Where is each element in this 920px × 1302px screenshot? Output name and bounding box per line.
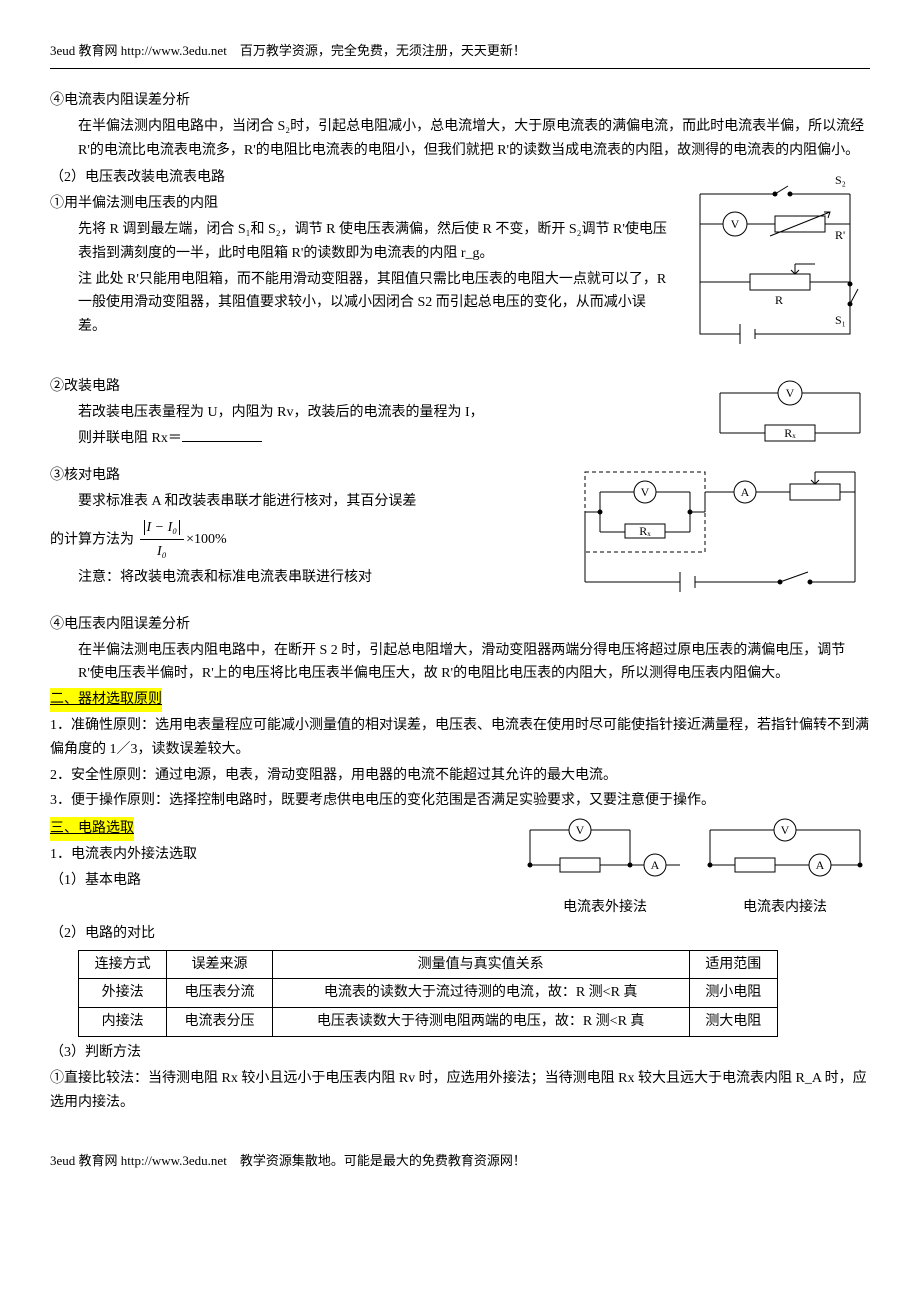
sec3-s1: 1．电流表内外接法选取	[50, 843, 510, 867]
label-Rx2: Rₓ	[639, 524, 651, 538]
td: 内接法	[79, 1008, 167, 1037]
diag1-label: 电流表外接法	[520, 896, 690, 920]
sec2-2-sub2-title: ②改装电路	[50, 375, 700, 399]
td: 电流表的读数大于流过待测的电流，故：R 测<R 真	[272, 979, 689, 1008]
td: 测大电阻	[689, 1008, 777, 1037]
formula-tail: ×100%	[186, 528, 227, 552]
sec2-2-sub1-p1: 先将 R 调到最左端，闭合 S₁和 S₂，调节 R 使电压表满偏，然后使 R 不…	[50, 218, 670, 266]
circuit-halfdeflection-voltmeter: V S₂ R' R S₁	[680, 164, 870, 373]
table-row: 外接法 电压表分流 电流表的读数大于流过待测的电流，故：R 测<R 真 测小电阻	[79, 979, 778, 1008]
diag2-label: 电流表内接法	[700, 896, 870, 920]
label-A3: A	[816, 858, 825, 872]
page-footer: 3eud 教育网 http://www.3edu.net 教学资源集散地。可能是…	[50, 1144, 870, 1178]
comparison-table: 连接方式 误差来源 测量值与真实值关系 适用范围 外接法 电压表分流 电流表的读…	[78, 950, 778, 1037]
sec2-2-sub1-title: ①用半偏法测电压表的内阻	[50, 192, 670, 216]
circuit-ammeter-external: V A 电流表外接法	[520, 815, 690, 920]
label-V: V	[731, 217, 740, 231]
sec3-s1-3: （3）判断方法	[50, 1041, 870, 1065]
th-0: 连接方式	[79, 950, 167, 979]
sec2-2-sub3-p2: 注意：将改装电流表和标准电流表串联进行核对	[50, 566, 560, 590]
label-A: A	[741, 485, 750, 499]
header-tagline: 百万教学资源，完全免费，无须注册，天天更新！	[240, 43, 526, 58]
footer-url: http://www.3edu.net	[121, 1153, 227, 1168]
footer-tagline: 教学资源集散地。可能是最大的免费教育资源网！	[240, 1153, 526, 1168]
sec3-s1-2: （2）电路的对比	[50, 922, 870, 946]
header-site: 3eud 教育网	[50, 43, 118, 58]
circuit-ammeter-internal: V A 电流表内接法	[700, 815, 870, 920]
circuit-parallel-rx: V Rₓ	[710, 373, 870, 462]
label-R: R	[775, 293, 783, 307]
td: 外接法	[79, 979, 167, 1008]
label-S2: S₂	[835, 173, 846, 187]
sec3-title-text: 三、电路选取	[50, 817, 134, 841]
label-V3: V	[641, 485, 650, 499]
sec2-2-sub2-p1: 若改装电压表量程为 U，内阻为 Rv，改装后的电流表的量程为 I，	[50, 401, 700, 425]
sec2-2-title: （2）电压表改装电流表电路	[50, 166, 670, 190]
sec2-2-sub4-p1: 在半偏法测电压表内阻电路中，在断开 S 2 时，引起总电阻增大，滑动变阻器两端分…	[50, 639, 870, 687]
rx-label: 则并联电阻 Rx＝	[78, 431, 182, 446]
sec3-s1-1: （1）基本电路	[50, 869, 510, 893]
label-A2: A	[651, 858, 660, 872]
footer-site: 3eud 教育网	[50, 1153, 118, 1168]
label-V4: V	[576, 823, 585, 837]
th-3: 适用范围	[689, 950, 777, 979]
section-4-body: 在半偏法测内阻电路中，当闭合 S₂时，引起总电阻减小，总电流增大，大于原电流表的…	[50, 115, 870, 163]
sec2-title-text: 二、器材选取原则	[50, 688, 162, 712]
sec2-2-sub3-formula: 的计算方法为 I − I₀ I₀ ×100%	[50, 516, 560, 565]
label-Rx: Rₓ	[784, 426, 796, 440]
sec2-p2: 2．安全性原则：通过电源，电表，滑动变阻器，用电器的电流不能超过其允许的最大电流…	[50, 764, 870, 788]
section-4-title: ④电流表内阻误差分析	[50, 89, 870, 113]
label-S1: S₁	[835, 313, 846, 327]
label-V2: V	[786, 386, 795, 400]
sec2-2-sub4-title: ④电压表内阻误差分析	[50, 613, 870, 637]
table-row: 内接法 电流表分压 电压表读数大于待测电阻两端的电压，故：R 测<R 真 测大电…	[79, 1008, 778, 1037]
td: 电压表读数大于待测电阻两端的电压，故：R 测<R 真	[272, 1008, 689, 1037]
td: 电流表分压	[167, 1008, 272, 1037]
sec2-2-sub2-p2: 则并联电阻 Rx＝	[50, 427, 700, 451]
table-header-row: 连接方式 误差来源 测量值与真实值关系 适用范围	[79, 950, 778, 979]
sec2-2-sub3-title: ③核对电路	[50, 464, 560, 488]
th-1: 误差来源	[167, 950, 272, 979]
formula-label: 的计算方法为	[50, 532, 134, 547]
blank-rx	[182, 427, 262, 442]
sec2-p3: 3．便于操作原则：选择控制电路时，既要考虑供电电压的变化范围是否满足实验要求，又…	[50, 789, 870, 813]
circuit-calibration: V Rₓ A	[570, 462, 870, 611]
page-header: 3eud 教育网 http://www.3edu.net 百万教学资源，完全免费…	[50, 40, 870, 69]
label-Rprime: R'	[835, 228, 845, 242]
label-V5: V	[781, 823, 790, 837]
sec2-title: 二、器材选取原则	[50, 688, 870, 712]
sec2-2-sub1-p2: 注 此处 R'只能用电阻箱，而不能用滑动变阻器，其阻值只需比电压表的电阻大一点就…	[50, 268, 670, 339]
sec2-p1: 1．准确性原则：选用电表量程应可能减小测量值的相对误差，电压表、电流表在使用时尽…	[50, 714, 870, 762]
td: 电压表分流	[167, 979, 272, 1008]
sec3-s1-3-p1: ①直接比较法：当待测电阻 Rx 较小且远小于电压表内阻 Rv 时，应选用外接法；…	[50, 1067, 870, 1115]
td: 测小电阻	[689, 979, 777, 1008]
sec3-title: 三、电路选取	[50, 817, 510, 841]
th-2: 测量值与真实值关系	[272, 950, 689, 979]
header-url: http://www.3edu.net	[121, 43, 227, 58]
sec2-2-sub3-p1: 要求标准表 A 和改装表串联才能进行核对，其百分误差	[50, 490, 560, 514]
